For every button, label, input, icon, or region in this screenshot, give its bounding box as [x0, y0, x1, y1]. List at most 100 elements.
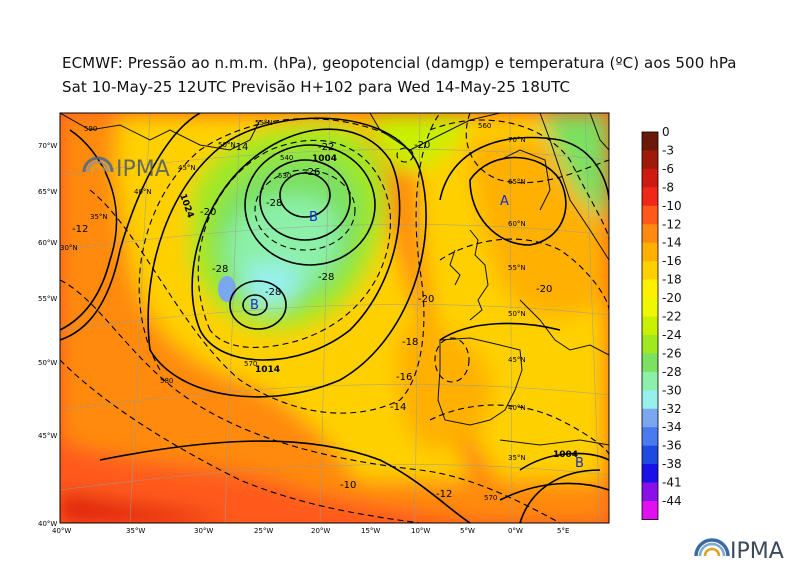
temperature-label: -14	[232, 142, 248, 153]
grid-label: 35°N	[90, 213, 108, 221]
colorbar: 0 -3 -6 -8 -10 -12 -14 -16 -18 -20 -22 -24 -26 -28 -30…	[641, 125, 682, 520]
temperature-label: -20	[200, 207, 216, 218]
grid-label: 60°N	[508, 220, 526, 228]
temperature-label: -12	[72, 224, 88, 235]
temperature-label: -12	[436, 489, 452, 500]
isobar-label: 1014	[255, 365, 280, 375]
colorbar-swatch	[642, 132, 658, 151]
colorbar-swatch	[642, 482, 658, 502]
colorbar-frame	[641, 131, 659, 520]
colorbar-label: 0	[662, 125, 670, 139]
map-frame	[59, 112, 610, 524]
low-center-marker: B	[575, 456, 584, 471]
latitude-axis: 70°W 65°W 60°W 55°W 50°W 45°W 40°W	[38, 142, 57, 528]
height-label: 590	[84, 125, 97, 133]
temperature-label: -28	[318, 272, 334, 283]
low-center-marker: B	[309, 210, 318, 225]
isobar-label: 1004	[553, 450, 578, 460]
temperature-label: -22	[318, 142, 334, 153]
lat-tick-label: 60°W	[38, 239, 57, 247]
colorbar-label: -18	[662, 273, 682, 287]
map-subtitle: Sat 10-May-25 12UTC Previsão H+102 para …	[62, 78, 571, 96]
colorbar-label: -28	[662, 365, 682, 379]
temperature-label: -28	[265, 287, 281, 298]
lon-tick-label: 40°W	[52, 527, 71, 535]
coastlines	[60, 113, 609, 446]
temperature-label: -26	[304, 167, 320, 178]
lat-tick-label: 70°W	[38, 142, 57, 150]
colorbar-label: -12	[662, 217, 682, 231]
colorbar-swatch	[642, 242, 658, 262]
grid-label: 70°N	[508, 136, 526, 144]
ipma-logo: IPMA	[694, 538, 784, 564]
colorbar-label: -6	[662, 162, 674, 176]
lon-tick-label: 35°W	[126, 527, 145, 535]
temperature-label: -10	[340, 480, 356, 491]
lat-tick-label: 55°W	[38, 295, 57, 303]
height-label: 560	[478, 122, 491, 130]
colorbar-swatch	[642, 205, 658, 225]
colorbar-label: -24	[662, 328, 682, 342]
grid-label: 40°N	[134, 188, 152, 196]
colorbar-swatch	[642, 353, 658, 373]
height-label: 570	[244, 360, 257, 368]
grid-label: 55°N	[508, 264, 526, 272]
colorbar-swatch	[642, 316, 658, 336]
grid-label: 50°N	[218, 141, 236, 149]
lon-tick-label: 30°W	[194, 527, 213, 535]
lon-tick-label: 25°W	[254, 527, 273, 535]
colorbar-label: -8	[662, 180, 674, 194]
lat-tick-label: 40°W	[38, 520, 57, 528]
temperature-label: -28	[266, 198, 282, 209]
lon-tick-label: 5°E	[557, 527, 569, 535]
lat-tick-label: 45°W	[38, 432, 57, 440]
colorbar-label: -16	[662, 254, 682, 268]
lon-tick-label: 20°W	[311, 527, 330, 535]
colorbar-swatch	[642, 408, 658, 428]
colorbar-swatch	[642, 427, 658, 447]
temperature-label: -28	[212, 264, 228, 275]
colorbar-label: -20	[662, 291, 682, 305]
colorbar-label: -38	[662, 457, 682, 471]
height-label: 570	[484, 494, 497, 502]
height-label: 580	[160, 377, 173, 385]
grid-label: 65°N	[508, 178, 526, 186]
colorbar-swatch	[642, 445, 658, 465]
height-label: 530	[278, 172, 291, 180]
lat-tick-label: 50°W	[38, 359, 57, 367]
colorbar-swatch	[642, 371, 658, 391]
colorbar-swatch	[642, 390, 658, 410]
colorbar-swatch	[642, 150, 658, 170]
temperature-label: -18	[402, 337, 418, 348]
isobar-label: 1004	[312, 154, 337, 164]
colorbar-label: -22	[662, 310, 682, 324]
lon-tick-label: 0°W	[508, 527, 523, 535]
lon-tick-label: 10°W	[411, 527, 430, 535]
grid-label: 35°N	[508, 454, 526, 462]
colorbar-swatch	[642, 261, 658, 281]
grid-label: 55°N	[255, 119, 273, 127]
map-labels: B B B A 1004 1014 1004 1024 530 540 570 …	[38, 119, 584, 535]
map-title: ECMWF: Pressão ao n.m.m. (hPa), geopoten…	[62, 54, 737, 72]
temperature-label: -14	[390, 402, 406, 413]
colorbar-swatch	[642, 168, 658, 188]
colorbar-label: -41	[662, 476, 682, 490]
colorbar-swatch	[642, 501, 658, 520]
colorbar-label: -3	[662, 143, 674, 157]
temperature-label: -20	[418, 294, 434, 305]
colorbar-swatch	[642, 224, 658, 244]
colorbar-swatch	[642, 279, 658, 299]
grid-label: 45°N	[178, 164, 196, 172]
colorbar-label: -26	[662, 346, 682, 360]
longitude-axis: 40°W 35°W 30°W 25°W 20°W 15°W 10°W 5°W 0…	[52, 527, 569, 535]
lon-tick-label: 5°W	[460, 527, 475, 535]
lat-tick-label: 65°W	[38, 188, 57, 196]
height-label: 540	[280, 154, 293, 162]
isobars	[60, 113, 609, 523]
ipma-logo-text: IPMA	[116, 157, 170, 182]
high-center-marker: A	[500, 194, 509, 209]
ipma-map-logo: IPMA	[82, 156, 170, 182]
colorbar-label: -36	[662, 439, 682, 453]
temperature-field	[60, 113, 609, 523]
